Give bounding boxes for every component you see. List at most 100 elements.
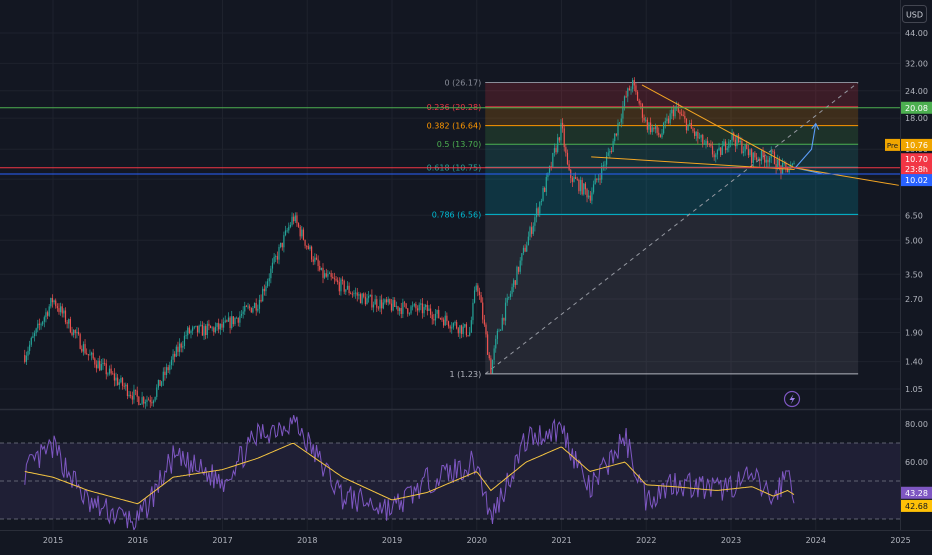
- candle[interactable]: [252, 306, 254, 314]
- candle[interactable]: [40, 322, 42, 330]
- candle[interactable]: [614, 133, 616, 144]
- candle[interactable]: [545, 172, 547, 196]
- candle[interactable]: [555, 145, 557, 155]
- price-badge[interactable]: 10.76: [901, 138, 932, 151]
- candle[interactable]: [348, 282, 350, 296]
- candle[interactable]: [539, 201, 541, 218]
- candle[interactable]: [630, 86, 632, 95]
- candle[interactable]: [167, 364, 169, 373]
- candle[interactable]: [384, 298, 386, 305]
- candle[interactable]: [610, 146, 613, 154]
- candle[interactable]: [35, 327, 37, 337]
- candle[interactable]: [733, 131, 735, 142]
- candle[interactable]: [653, 127, 655, 132]
- candle[interactable]: [718, 142, 720, 152]
- candle[interactable]: [566, 149, 569, 166]
- candle[interactable]: [112, 371, 114, 375]
- candle[interactable]: [612, 138, 614, 153]
- candle[interactable]: [364, 292, 366, 307]
- candle[interactable]: [268, 273, 270, 287]
- candle[interactable]: [682, 110, 684, 117]
- candle[interactable]: [449, 324, 451, 333]
- candle[interactable]: [211, 326, 213, 332]
- extended-trendline[interactable]: [794, 167, 899, 186]
- candle[interactable]: [508, 296, 510, 300]
- candle[interactable]: [469, 326, 471, 337]
- price-badge[interactable]: 10.02: [901, 174, 932, 187]
- candle[interactable]: [597, 174, 600, 183]
- candle[interactable]: [253, 302, 256, 309]
- candle[interactable]: [30, 336, 32, 347]
- candle[interactable]: [146, 395, 148, 407]
- candle[interactable]: [431, 311, 433, 325]
- price-scale[interactable]: 44.0032.0024.0018.0013.009.506.505.003.5…: [885, 0, 932, 530]
- candle[interactable]: [366, 293, 368, 305]
- candle[interactable]: [97, 357, 99, 369]
- candle[interactable]: [729, 140, 732, 148]
- candle[interactable]: [286, 227, 288, 233]
- candle[interactable]: [95, 360, 98, 373]
- candle[interactable]: [716, 148, 719, 160]
- candle[interactable]: [405, 303, 407, 310]
- candle[interactable]: [423, 303, 425, 318]
- candle[interactable]: [169, 361, 171, 375]
- candle[interactable]: [759, 157, 761, 167]
- upper-trendline[interactable]: [641, 84, 795, 169]
- candle[interactable]: [550, 161, 552, 171]
- candle[interactable]: [60, 302, 62, 316]
- candle[interactable]: [757, 156, 759, 161]
- candle[interactable]: [643, 114, 645, 124]
- candle[interactable]: [661, 128, 663, 139]
- candle[interactable]: [71, 326, 73, 337]
- candle[interactable]: [646, 117, 648, 133]
- candle[interactable]: [443, 317, 445, 328]
- candle[interactable]: [180, 342, 182, 353]
- candle[interactable]: [788, 165, 790, 174]
- candle[interactable]: [343, 279, 345, 295]
- candle[interactable]: [234, 317, 236, 326]
- candle[interactable]: [105, 359, 107, 380]
- candle[interactable]: [635, 82, 637, 95]
- candle[interactable]: [487, 331, 489, 355]
- candle[interactable]: [69, 316, 71, 334]
- candle[interactable]: [187, 326, 189, 340]
- candle[interactable]: [139, 403, 142, 405]
- candle[interactable]: [560, 119, 562, 146]
- candle[interactable]: [236, 316, 238, 319]
- candle[interactable]: [353, 290, 355, 297]
- candle[interactable]: [327, 270, 329, 281]
- candle[interactable]: [291, 212, 293, 227]
- candle[interactable]: [198, 324, 200, 334]
- candle[interactable]: [690, 119, 692, 129]
- candle[interactable]: [43, 315, 45, 328]
- candle[interactable]: [504, 297, 507, 326]
- candle[interactable]: [669, 109, 671, 126]
- candle[interactable]: [266, 278, 269, 288]
- candle[interactable]: [136, 386, 138, 403]
- candle[interactable]: [477, 283, 479, 297]
- candle[interactable]: [601, 162, 603, 184]
- candle[interactable]: [293, 213, 295, 225]
- candle[interactable]: [299, 224, 301, 241]
- candle[interactable]: [619, 122, 621, 126]
- candle[interactable]: [257, 304, 259, 313]
- candle[interactable]: [456, 319, 458, 330]
- candle[interactable]: [358, 291, 360, 300]
- candle[interactable]: [667, 115, 670, 125]
- candle[interactable]: [239, 311, 241, 327]
- candle[interactable]: [229, 316, 231, 334]
- candle[interactable]: [563, 124, 565, 152]
- candle[interactable]: [74, 329, 76, 339]
- candle[interactable]: [503, 317, 505, 325]
- pre-market-tag[interactable]: Pre: [885, 138, 900, 151]
- candle[interactable]: [161, 380, 163, 388]
- candle[interactable]: [744, 144, 746, 156]
- fib-trend-line[interactable]: [484, 82, 859, 375]
- candle[interactable]: [156, 384, 158, 400]
- candle[interactable]: [149, 395, 151, 408]
- candle[interactable]: [705, 138, 707, 149]
- candle[interactable]: [196, 325, 199, 337]
- candle[interactable]: [374, 294, 376, 305]
- candle[interactable]: [304, 239, 306, 249]
- candle[interactable]: [242, 306, 244, 319]
